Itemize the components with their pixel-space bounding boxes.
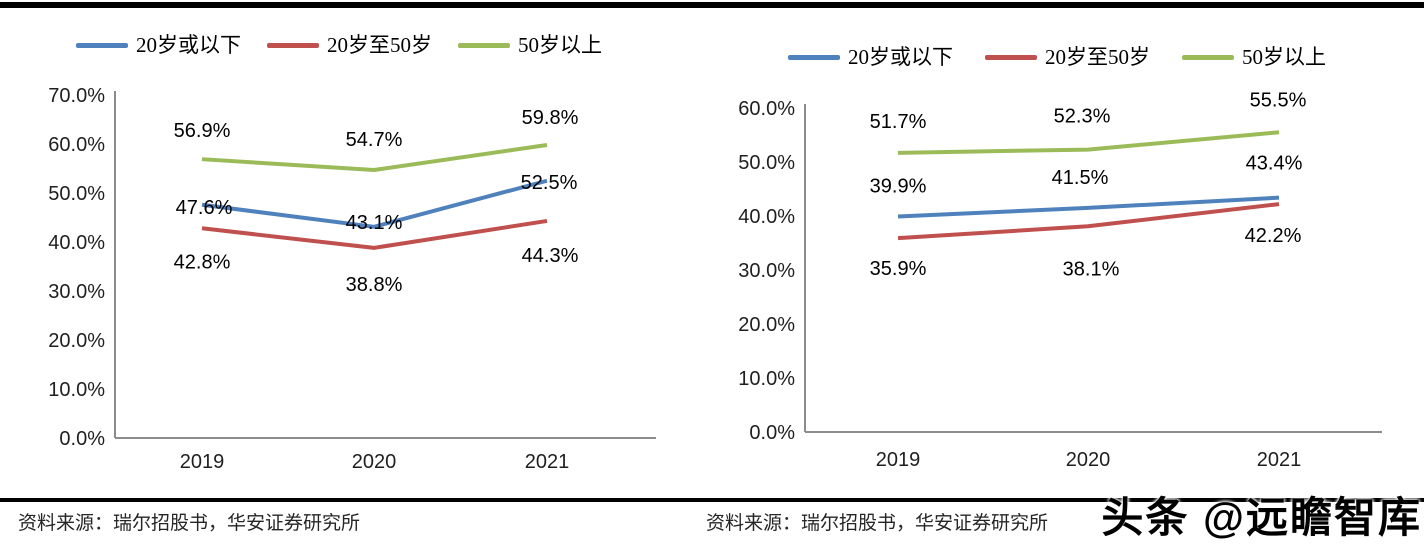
data-label: 43.4% (1246, 153, 1303, 175)
line-chart-left: 0.0% 10.0% 20.0% 30.0% 40.0% 50.0% 60.0% 70.0% 2… (48, 85, 656, 473)
legend-marker-20-to-50 (267, 42, 319, 48)
y-tick-label: 60.0% (738, 98, 795, 120)
y-tick-label: 30.0% (48, 281, 105, 303)
legend-marker-over-50 (458, 42, 510, 48)
legend-marker-under-20 (788, 54, 840, 60)
x-tick-label: 2020 (1066, 449, 1111, 471)
legend-item: 20岁或以下 (788, 46, 953, 68)
source-note-right: 资料来源：瑞尔招股书，华安证券研究所 (706, 513, 1049, 534)
x-tick-label: 2021 (1257, 449, 1302, 471)
legend-item: 20岁至50岁 (985, 46, 1150, 68)
chart-panel-left: 20岁或以下 20岁至50岁 50岁以上 0.0% 10.0% 20.0% 30.0% 40… (0, 0, 692, 500)
legend-item: 50岁以上 (1182, 46, 1326, 68)
y-tick-label: 20.0% (48, 330, 105, 352)
data-label: 52.5% (521, 172, 578, 194)
legend: 20岁或以下 20岁至50岁 50岁以上 (76, 34, 602, 56)
y-tick-label: 10.0% (738, 368, 795, 390)
legend-item: 20岁或以下 (76, 34, 241, 56)
y-tick-label: 50.0% (48, 183, 105, 205)
data-label: 42.8% (174, 251, 231, 273)
legend-marker-under-20 (76, 42, 128, 48)
legend-label: 50岁以上 (1242, 45, 1326, 69)
data-label: 56.9% (174, 120, 231, 142)
legend-marker-20-to-50 (985, 54, 1037, 60)
y-tick-label: 30.0% (738, 260, 795, 282)
data-label: 38.8% (346, 274, 403, 296)
data-label: 35.9% (870, 258, 927, 280)
data-label: 59.8% (522, 107, 579, 129)
data-label: 55.5% (1250, 89, 1307, 111)
data-label: 54.7% (346, 129, 403, 151)
y-tick-label: 60.0% (48, 134, 105, 156)
divider-rule (0, 498, 1424, 502)
y-tick-label: 50.0% (738, 152, 795, 174)
chart-panel-right: 20岁或以下 20岁至50岁 50岁以上 0.0% 10.0% 20.0% 30.0% 40… (700, 0, 1424, 500)
x-tick-label: 2020 (352, 451, 397, 473)
data-label: 52.3% (1054, 106, 1111, 128)
y-tick-label: 40.0% (738, 206, 795, 228)
legend-item: 50岁以上 (458, 34, 602, 56)
series-line-under-20 (897, 195, 1280, 219)
source-note-left: 资料来源：瑞尔招股书，华安证券研究所 (18, 513, 361, 534)
series-line-20-to-50 (201, 218, 548, 250)
series-line-over-50 (897, 130, 1280, 155)
legend-label: 50岁以上 (518, 33, 602, 57)
line-chart-right: 0.0% 10.0% 20.0% 30.0% 40.0% 50.0% 60.0% 2019 20… (738, 89, 1382, 471)
legend-label: 20岁至50岁 (1045, 45, 1150, 69)
x-tick-label: 2021 (525, 451, 570, 473)
legend-label: 20岁或以下 (136, 33, 241, 57)
series-line-20-to-50 (897, 202, 1280, 241)
data-label: 51.7% (870, 111, 927, 133)
y-tick-label: 0.0% (749, 422, 795, 444)
series-line-over-50 (201, 143, 548, 172)
data-label: 39.9% (870, 176, 927, 198)
legend: 20岁或以下 20岁至50岁 50岁以上 (788, 46, 1326, 68)
top-rule (0, 2, 1424, 8)
legend-item: 20岁至50岁 (267, 34, 432, 56)
x-tick-label: 2019 (180, 451, 225, 473)
watermark: 头条 @远瞻智库 (1101, 494, 1422, 541)
y-tick-label: 70.0% (48, 85, 105, 107)
data-label: 44.3% (522, 245, 579, 267)
y-tick-label: 0.0% (59, 428, 105, 450)
y-tick-label: 10.0% (48, 379, 105, 401)
data-label: 47.6% (176, 197, 233, 219)
legend-label: 20岁或以下 (848, 45, 953, 69)
data-label: 41.5% (1052, 167, 1109, 189)
y-tick-label: 20.0% (738, 314, 795, 336)
data-label: 42.2% (1245, 225, 1302, 247)
data-label: 38.1% (1063, 258, 1120, 280)
x-tick-label: 2019 (876, 449, 921, 471)
y-tick-label: 40.0% (48, 232, 105, 254)
legend-marker-over-50 (1182, 54, 1234, 60)
data-label: 43.1% (346, 212, 403, 234)
legend-label: 20岁至50岁 (327, 33, 432, 57)
series-line-under-20 (201, 178, 548, 229)
